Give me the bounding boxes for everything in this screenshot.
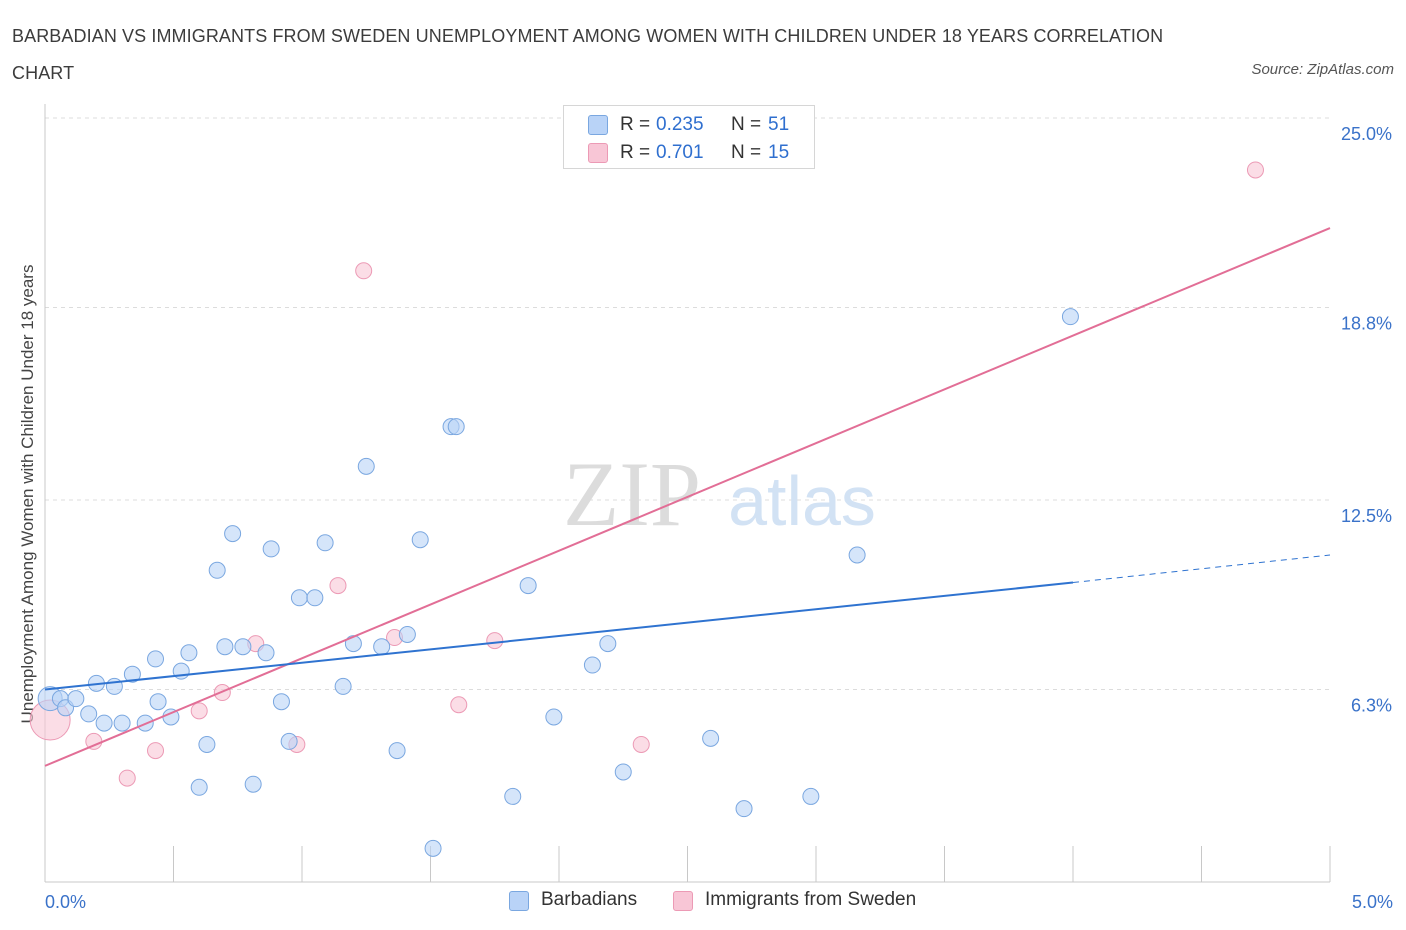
- sweden-point: [190, 702, 208, 720]
- y-tick-label: 25.0%: [1341, 124, 1392, 144]
- barbadian-point: [224, 525, 242, 543]
- barbadians-trend-extension: [1072, 554, 1331, 584]
- barbadian-point: [735, 800, 753, 818]
- legend-r-value: 0.701: [656, 142, 704, 163]
- watermark: ZIP atlas: [563, 443, 876, 545]
- barbadian-point: [504, 787, 522, 805]
- x-tick-labels: 0.0% 5.0%: [45, 892, 1393, 912]
- barbadian-point: [447, 418, 465, 436]
- barbadian-point: [411, 531, 429, 549]
- legend-n-label: N =: [731, 142, 762, 163]
- barbadian-point: [234, 638, 252, 656]
- chart-source: Source: ZipAtlas.com: [1251, 61, 1394, 78]
- barbadian-point: [306, 589, 324, 607]
- sweden-point: [118, 769, 136, 787]
- barbadian-point: [262, 540, 280, 558]
- chart-title: BARBADIAN VS IMMIGRANTS FROM SWEDEN UNEM…: [12, 26, 1164, 83]
- barbadian-point: [424, 839, 442, 857]
- bottom-legend-swatch-blue: [509, 891, 529, 911]
- y-tick-label: 6.3%: [1351, 695, 1392, 715]
- correlation-legend: R = 0.235 N = 51 R = 0.701 N = 15: [563, 105, 815, 169]
- barbadian-point: [583, 656, 601, 674]
- barbadian-point: [67, 690, 85, 708]
- grid-lines: [45, 117, 1330, 690]
- sweden-point: [329, 577, 347, 595]
- barbadian-point: [244, 775, 262, 793]
- y-axis-label: Unemployment Among Women with Children U…: [18, 265, 37, 724]
- barbadian-point: [257, 644, 275, 662]
- sweden-trend-line: [44, 227, 1331, 767]
- barbadian-point: [272, 693, 290, 711]
- legend-r-value: 0.235: [656, 114, 704, 135]
- barbadian-point: [147, 650, 165, 668]
- barbadian-point: [216, 638, 234, 656]
- barbadian-point: [180, 644, 198, 662]
- barbadian-point: [208, 561, 226, 579]
- barbadian-point: [280, 732, 298, 750]
- barbadian-point: [599, 635, 617, 653]
- legend-r-label: R =: [620, 114, 651, 135]
- barbadian-point: [398, 625, 416, 643]
- sweden-point: [147, 742, 165, 760]
- bottom-legend-label: Barbadians: [541, 889, 638, 910]
- legend-n-value: 15: [768, 142, 790, 163]
- barbadian-point: [80, 705, 98, 723]
- legend-swatch-blue: [588, 115, 608, 135]
- barbadian-point: [190, 778, 208, 796]
- watermark-zip: ZIP: [563, 443, 701, 545]
- barbadian-point: [334, 677, 352, 695]
- x-tick-label-max: 5.0%: [1352, 892, 1393, 912]
- barbadians-trend-line: [44, 581, 1074, 691]
- barbadian-point: [802, 787, 820, 805]
- legend-swatch-pink: [588, 143, 608, 163]
- legend-n-value: 51: [768, 114, 790, 135]
- barbadian-point: [357, 457, 375, 475]
- barbadian-point: [149, 693, 167, 711]
- barbadian-point: [344, 635, 362, 653]
- barbadian-point: [113, 714, 131, 732]
- barbadian-point: [373, 638, 391, 656]
- barbadian-point: [519, 577, 537, 595]
- sweden-point: [486, 632, 504, 650]
- barbadian-point: [316, 534, 334, 552]
- barbadian-point: [702, 729, 720, 747]
- barbadian-point: [198, 735, 216, 753]
- barbadian-point: [545, 708, 563, 726]
- barbadian-point: [1061, 308, 1079, 326]
- sweden-point: [355, 262, 373, 280]
- barbadian-point: [123, 665, 141, 683]
- bottom-legend-swatch-pink: [673, 891, 693, 911]
- trend-lines: [44, 227, 1331, 767]
- series-barbadians-points: [37, 308, 1079, 857]
- y-tick-label: 18.8%: [1341, 313, 1392, 333]
- legend-r-label: R =: [620, 142, 651, 163]
- barbadian-point: [388, 742, 406, 760]
- barbadian-point: [95, 714, 113, 732]
- sweden-point: [1246, 161, 1264, 179]
- y-tick-labels: 6.3% 12.5% 18.8% 25.0%: [1341, 124, 1392, 715]
- barbadian-point: [848, 546, 866, 564]
- sweden-point: [632, 735, 650, 753]
- sweden-point: [450, 696, 468, 714]
- barbadian-point: [614, 763, 632, 781]
- watermark-atlas: atlas: [728, 462, 876, 540]
- legend-n-label: N =: [731, 114, 762, 135]
- x-tick-label-min: 0.0%: [45, 892, 86, 912]
- barbadian-point: [290, 589, 308, 607]
- y-tick-label: 12.5%: [1341, 506, 1392, 526]
- bottom-legend-label: Immigrants from Sweden: [705, 889, 917, 910]
